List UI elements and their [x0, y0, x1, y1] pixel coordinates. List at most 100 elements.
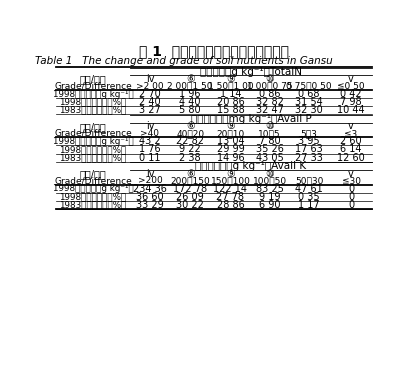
- Text: 级别/级差: 级别/级差: [79, 169, 106, 179]
- Text: 0 42: 0 42: [340, 89, 362, 99]
- Text: 土壤速效磷（mg kg⁻¹）Avail P: 土壤速效磷（mg kg⁻¹）Avail P: [191, 114, 311, 124]
- Text: 级别/级差: 级别/级差: [79, 122, 106, 132]
- Text: >40: >40: [140, 129, 159, 138]
- Text: 27 78: 27 78: [217, 192, 245, 202]
- Text: >200: >200: [138, 176, 162, 185]
- Text: 234 36: 234 36: [133, 184, 167, 194]
- Text: 0 86: 0 86: [259, 89, 280, 99]
- Text: 150～100: 150～100: [211, 176, 250, 185]
- Text: 1 50～1 00: 1 50～1 00: [208, 82, 253, 91]
- Text: 9 22: 9 22: [179, 145, 201, 154]
- Text: 15 88: 15 88: [217, 105, 245, 115]
- Text: 83 25: 83 25: [256, 184, 283, 194]
- Text: 7 80: 7 80: [259, 137, 280, 146]
- Text: 2 38: 2 38: [179, 153, 201, 162]
- Text: 5 80: 5 80: [179, 105, 201, 115]
- Text: 200～150: 200～150: [170, 176, 210, 185]
- Text: 35 26: 35 26: [256, 145, 283, 154]
- Text: ⑨: ⑨: [226, 74, 235, 84]
- Text: Grade/Difference: Grade/Difference: [54, 129, 132, 138]
- Text: 172 78: 172 78: [173, 184, 207, 194]
- Text: 40～20: 40～20: [176, 129, 204, 138]
- Text: iv: iv: [145, 74, 154, 84]
- Text: 1 00～0 75: 1 00～0 75: [247, 82, 293, 91]
- Text: Table 1   The change and grade of soil nutrients in Gansu: Table 1 The change and grade of soil nut…: [35, 56, 333, 66]
- Text: 28 86: 28 86: [217, 200, 245, 210]
- Text: 29 99: 29 99: [217, 145, 245, 154]
- Text: ⑩: ⑩: [265, 169, 274, 178]
- Text: 1 17: 1 17: [298, 200, 320, 210]
- Text: iv: iv: [145, 121, 154, 131]
- Text: 1998平均含量（g kg⁻¹）: 1998平均含量（g kg⁻¹）: [53, 89, 133, 99]
- Text: v: v: [348, 121, 354, 131]
- Text: 0: 0: [348, 192, 354, 202]
- Text: 2 70: 2 70: [139, 89, 161, 99]
- Text: 5～3: 5～3: [301, 129, 318, 138]
- Text: 级别/级差: 级别/级差: [79, 74, 106, 84]
- Text: 2 40: 2 40: [139, 97, 161, 107]
- Text: Grade/Difference: Grade/Difference: [54, 81, 132, 91]
- Text: ⑩: ⑩: [265, 121, 274, 131]
- Text: 1 76: 1 76: [139, 145, 161, 154]
- Text: 0 35: 0 35: [298, 192, 320, 202]
- Text: 122 14: 122 14: [214, 184, 247, 194]
- Text: 50～30: 50～30: [295, 176, 324, 185]
- Text: >2 00: >2 00: [136, 82, 164, 91]
- Text: 7 98: 7 98: [340, 97, 362, 107]
- Text: 0: 0: [348, 200, 354, 210]
- Text: 26 09: 26 09: [176, 192, 204, 202]
- Text: 17 63: 17 63: [295, 145, 323, 154]
- Text: 43 2: 43 2: [139, 137, 161, 146]
- Text: 9 19: 9 19: [259, 192, 280, 202]
- Text: 1998占耕地面积（%）: 1998占耕地面积（%）: [59, 192, 127, 201]
- Text: 31 54: 31 54: [295, 97, 323, 107]
- Text: 2 00～1 50: 2 00～1 50: [168, 82, 213, 91]
- Text: 20 86: 20 86: [217, 97, 245, 107]
- Text: 1 14: 1 14: [220, 89, 241, 99]
- Text: ≦3: ≦3: [344, 129, 358, 138]
- Text: ≦0 50: ≦0 50: [337, 82, 365, 91]
- Text: 0 11: 0 11: [139, 153, 161, 162]
- Text: 6 14: 6 14: [340, 145, 362, 154]
- Text: 6 90: 6 90: [259, 200, 280, 210]
- Text: 1 96: 1 96: [179, 89, 201, 99]
- Text: 3 27: 3 27: [139, 105, 161, 115]
- Text: Grade/Difference: Grade/Difference: [54, 176, 132, 185]
- Text: 1983占耕地面积（%）: 1983占耕地面积（%）: [59, 200, 127, 210]
- Text: 1983占耕地面积（%）: 1983占耕地面积（%）: [59, 153, 127, 162]
- Text: 10～5: 10～5: [258, 129, 281, 138]
- Text: 14 96: 14 96: [217, 153, 244, 162]
- Text: 27 33: 27 33: [295, 153, 323, 162]
- Text: 3 95: 3 95: [298, 137, 320, 146]
- Text: 32 47: 32 47: [256, 105, 283, 115]
- Text: 土壤速效钾（g kg⁻¹）Avail K: 土壤速效钾（g kg⁻¹）Avail K: [196, 161, 306, 171]
- Text: 土壤全氮（g kg⁻¹）TotalN: 土壤全氮（g kg⁻¹）TotalN: [200, 66, 302, 77]
- Text: 1998平均含量（g kg⁻¹）: 1998平均含量（g kg⁻¹）: [53, 184, 133, 193]
- Text: 1998占耕地面积（%）: 1998占耕地面积（%）: [59, 97, 127, 107]
- Text: ⑥: ⑥: [186, 121, 194, 131]
- Text: 32 82: 32 82: [256, 97, 283, 107]
- Text: 1983占耕地面积（%）: 1983占耕地面积（%）: [59, 106, 127, 115]
- Text: 0 75～0 50: 0 75～0 50: [286, 82, 332, 91]
- Text: 32 30: 32 30: [295, 105, 323, 115]
- Text: ⑩: ⑩: [265, 74, 274, 84]
- Text: 30 22: 30 22: [176, 200, 204, 210]
- Text: v: v: [348, 74, 354, 84]
- Text: 47 61: 47 61: [295, 184, 323, 194]
- Text: ⑥: ⑥: [186, 74, 194, 84]
- Text: 20～10: 20～10: [217, 129, 245, 138]
- Text: ≦30: ≦30: [342, 176, 360, 185]
- Text: ⑨: ⑨: [226, 121, 235, 131]
- Text: 12 60: 12 60: [337, 153, 365, 162]
- Text: 0: 0: [348, 184, 354, 194]
- Text: 100～50: 100～50: [252, 176, 287, 185]
- Text: 0 68: 0 68: [298, 89, 320, 99]
- Text: 10 44: 10 44: [337, 105, 365, 115]
- Text: 1998平均含量（g kg⁻¹）: 1998平均含量（g kg⁻¹）: [53, 137, 133, 146]
- Text: 4 40: 4 40: [179, 97, 201, 107]
- Text: ⑨: ⑨: [226, 169, 235, 178]
- Text: 2 60: 2 60: [340, 137, 362, 146]
- Text: v: v: [348, 169, 354, 178]
- Text: 33 29: 33 29: [136, 200, 164, 210]
- Text: 表 1  甘肃土壤养分含量变化分级比较: 表 1 甘肃土壤养分含量变化分级比较: [139, 45, 289, 58]
